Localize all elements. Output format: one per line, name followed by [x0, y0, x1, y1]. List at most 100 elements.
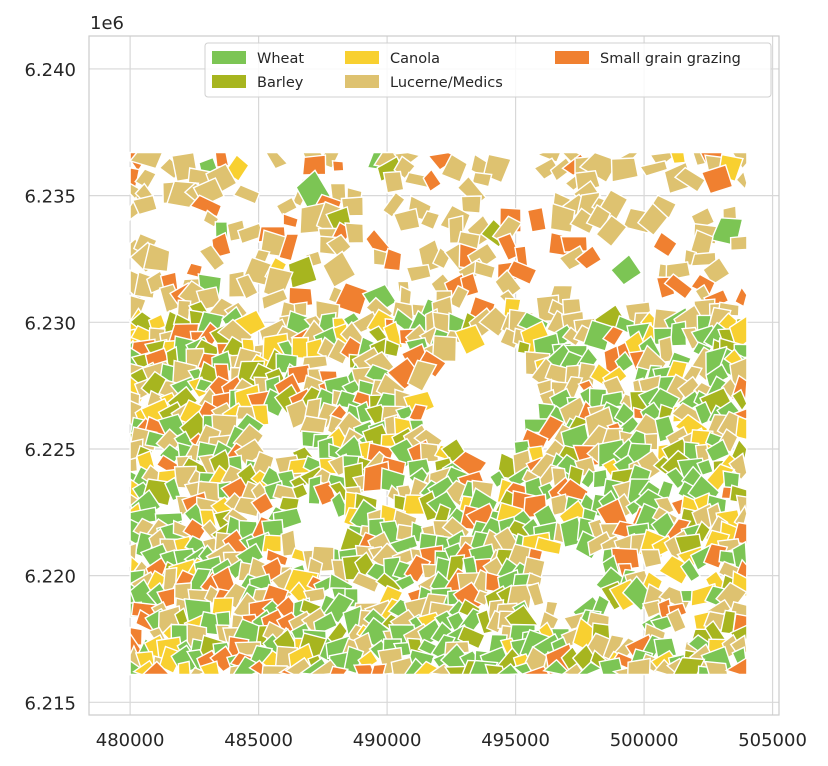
field-parcel: [673, 166, 707, 193]
field-parcel: [260, 288, 289, 311]
legend-swatch: [555, 51, 589, 64]
y-tick-label: 6.235: [24, 187, 76, 208]
field-parcel: [702, 542, 729, 570]
field-parcel: [189, 194, 223, 218]
legend-swatch: [345, 75, 379, 88]
field-parcel: [731, 388, 748, 412]
field-parcel: [672, 656, 706, 676]
field-parcel: [344, 222, 365, 244]
field-parcel: [610, 157, 640, 183]
field-parcel: [141, 660, 172, 676]
x-axis-ticks: 480000 485000 490000 495000 500000 505000: [96, 730, 807, 751]
field-parcel: [322, 250, 357, 289]
y-tick-label: 6.225: [24, 440, 76, 461]
x-tick-label: 490000: [353, 730, 422, 751]
legend-label: Small grain grazing: [600, 51, 741, 67]
field-parcel: [609, 253, 643, 286]
field-parcel: [328, 665, 350, 676]
x-tick-label: 505000: [738, 730, 807, 751]
field-parcel: [382, 170, 405, 194]
legend-swatch: [212, 51, 246, 64]
field-parcel: [392, 207, 421, 233]
x-tick-label: 495000: [481, 730, 550, 751]
field-parcel: [700, 164, 734, 195]
field-parcel: [406, 359, 438, 393]
legend-swatch: [345, 51, 379, 64]
field-parcel: [333, 281, 370, 316]
field-parcel: [595, 214, 628, 248]
field-parcel: [128, 151, 164, 170]
field-parcel: [729, 235, 748, 252]
field-parcel: [638, 159, 669, 177]
legend: Wheat Barley Canola Lucerne/Medics Small gra…: [204, 42, 772, 98]
x-tick-label: 485000: [224, 730, 293, 751]
y-axis-ticks: 6.215 6.220 6.225 6.230 6.235 6.240: [24, 60, 76, 714]
field-parcel: [264, 151, 289, 170]
field-parcel: [419, 210, 441, 231]
x-tick-label: 500000: [610, 730, 679, 751]
legend-swatch: [212, 75, 246, 88]
field-parcel: [454, 324, 487, 356]
legend-label: Barley: [257, 75, 304, 91]
field-parcel: [275, 196, 299, 217]
field-parcel: [325, 233, 353, 259]
field-parcel: [704, 660, 729, 676]
field-parcel: [233, 438, 266, 467]
field-parcel: [331, 160, 345, 173]
field-parcel: [473, 259, 497, 280]
field-parcel: [521, 665, 551, 676]
legend-label: Lucerne/Medics: [390, 75, 503, 91]
field-parcel: [250, 491, 275, 516]
field-parcel: [578, 151, 620, 184]
field-parcel: [526, 582, 545, 608]
field-parcel: [601, 325, 625, 347]
field-parcel: [574, 244, 603, 270]
field-parcel: [278, 233, 300, 262]
field-parcel: [350, 571, 381, 594]
field-parcel: [457, 625, 486, 650]
y-axis-offset-label: 1e6: [90, 13, 124, 34]
legend-label: Canola: [390, 51, 440, 67]
field-parcel: [679, 557, 702, 583]
field-parcel: [535, 151, 562, 163]
field-parcel: [291, 483, 309, 501]
field-parcel: [129, 456, 139, 473]
field-parcel: [505, 259, 538, 286]
y-tick-label: 6.240: [24, 60, 76, 81]
field-parcel: [293, 301, 308, 317]
field-parcel: [537, 414, 566, 443]
y-tick-label: 6.220: [24, 567, 76, 588]
field-parcel: [393, 574, 416, 591]
field-parcel: [665, 608, 688, 634]
field-parcel: [131, 194, 158, 216]
field-parcel: [627, 657, 651, 676]
plot-frame: [88, 35, 780, 716]
field-parcel: [526, 206, 548, 233]
field-parcel: [203, 584, 221, 605]
field-parcel: [460, 195, 482, 214]
field-parcel: [440, 153, 469, 183]
field-parcels: [128, 151, 748, 676]
field-parcel: [576, 661, 604, 676]
field-parcel: [177, 660, 191, 676]
field-parcel: [636, 202, 669, 237]
field-parcel: [549, 202, 576, 234]
field-parcel: [381, 191, 406, 219]
field-parcel: [232, 183, 261, 205]
legend-label: Wheat: [257, 51, 304, 67]
field-parcel: [198, 243, 226, 272]
y-tick-label: 6.215: [24, 693, 76, 714]
field-parcel: [382, 247, 403, 272]
field-parcel: [705, 363, 730, 389]
field-parcel: [735, 415, 748, 441]
x-tick-label: 480000: [96, 730, 165, 751]
field-parcel: [370, 663, 387, 676]
field-parcel: [422, 168, 443, 193]
field-parcel: [495, 662, 521, 676]
field-parcel: [405, 263, 432, 283]
field-parcel: [235, 273, 259, 300]
field-parcel: [282, 212, 300, 229]
y-tick-label: 6.230: [24, 313, 76, 334]
field-parcel: [142, 242, 171, 273]
